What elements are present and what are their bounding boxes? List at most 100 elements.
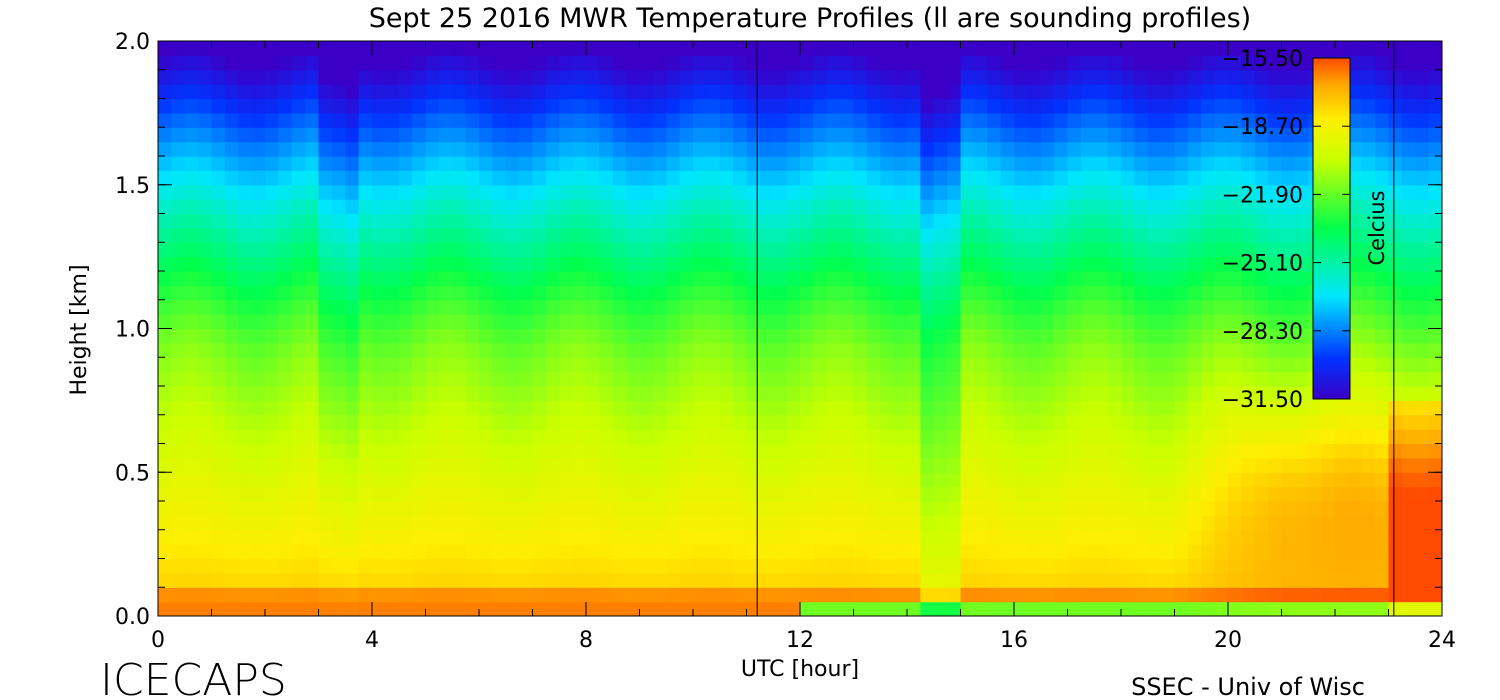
heatmap-cell [412, 457, 427, 473]
heatmap-cell [866, 285, 881, 301]
colorbar-ticks: −15.50−18.70−21.90−25.10−28.30−31.50 [1222, 47, 1350, 413]
heatmap-cell [1094, 299, 1109, 315]
heatmap-cell [666, 227, 681, 243]
heatmap-cell [893, 357, 908, 373]
heatmap-cell [960, 98, 975, 114]
heatmap-cell [1027, 55, 1042, 71]
heatmap-cell [1067, 587, 1082, 603]
heatmap-cell [1147, 299, 1162, 315]
heatmap-cell [452, 55, 467, 71]
heatmap-cell [291, 84, 306, 100]
heatmap-cell [251, 69, 266, 85]
heatmap-cell [1067, 529, 1082, 545]
heatmap-cell [1415, 472, 1430, 488]
heatmap-cell [1174, 486, 1189, 502]
heatmap-cell [920, 357, 935, 373]
heatmap-cell [786, 544, 801, 560]
heatmap-cell [1174, 400, 1189, 416]
heatmap-cell [719, 357, 734, 373]
heatmap-cell [224, 271, 239, 286]
heatmap-cell [666, 357, 681, 373]
heatmap-cell [438, 314, 453, 330]
heatmap-cell [1361, 371, 1376, 387]
heatmap-cell [505, 271, 520, 286]
heatmap-cell [505, 299, 520, 315]
heatmap-cell [265, 256, 279, 272]
heatmap-cell [1415, 314, 1430, 330]
heatmap-cell [987, 572, 1002, 588]
heatmap-cell [853, 55, 868, 71]
heatmap-cell [1107, 55, 1122, 71]
heatmap-cell [1228, 587, 1242, 603]
heatmap-cell [265, 69, 279, 85]
heatmap-cell [1428, 357, 1442, 373]
heatmap-cell [1375, 227, 1390, 243]
heatmap-cell [505, 429, 520, 445]
heatmap-cell [813, 328, 828, 344]
heatmap-cell [826, 199, 841, 215]
heatmap-cell [198, 587, 213, 603]
heatmap-cell [612, 184, 627, 200]
heatmap-cell [1335, 443, 1349, 459]
heatmap-cell [973, 601, 988, 616]
heatmap-cell [465, 199, 480, 215]
heatmap-cell [345, 127, 360, 143]
heatmap-cell [679, 98, 694, 114]
heatmap-cell [853, 357, 868, 373]
heatmap-cell [305, 285, 320, 301]
heatmap-cell [866, 501, 881, 516]
heatmap-cell [693, 242, 707, 258]
heatmap-cell [800, 601, 814, 616]
heatmap-cell [893, 127, 908, 143]
heatmap-cell [893, 342, 908, 358]
heatmap-cell [1335, 457, 1349, 473]
heatmap-cell [612, 472, 627, 488]
heatmap-cell [1000, 501, 1015, 516]
heatmap-cell [652, 199, 667, 215]
heatmap-cell [626, 501, 641, 516]
heatmap-cell [1134, 386, 1149, 401]
heatmap-cell [853, 457, 868, 473]
heatmap-cell [679, 414, 694, 430]
heatmap-cell [345, 529, 360, 545]
heatmap-cell [1107, 299, 1122, 315]
heatmap-cell [198, 515, 213, 531]
heatmap-cell [1094, 199, 1109, 215]
heatmap-cell [1187, 601, 1202, 616]
heatmap-cell [224, 170, 239, 186]
heatmap-cell [612, 55, 627, 71]
heatmap-cell [479, 141, 493, 157]
heatmap-cell [238, 127, 253, 143]
heatmap-cell [987, 41, 1002, 56]
heatmap-cell [1000, 601, 1015, 616]
heatmap-cell [345, 558, 360, 574]
heatmap-cell [1121, 486, 1135, 502]
heatmap-cell [612, 386, 627, 401]
heatmap-cell [532, 285, 547, 301]
heatmap-cell [1201, 400, 1216, 416]
heatmap-cell [1348, 400, 1363, 416]
heatmap-cell [385, 529, 400, 545]
heatmap-cell [933, 457, 948, 473]
heatmap-cell [492, 386, 507, 401]
heatmap-cell [1348, 342, 1363, 358]
heatmap-cell [880, 242, 895, 258]
heatmap-cell [438, 601, 453, 616]
heatmap-cell [171, 515, 186, 531]
heatmap-cell [693, 414, 707, 430]
heatmap-cell [278, 515, 293, 531]
heatmap-cell [1147, 443, 1162, 459]
heatmap-cell [505, 141, 520, 157]
chart-title: Sept 25 2016 MWR Temperature Profiles (l… [369, 3, 1251, 34]
heatmap-cell [693, 184, 707, 200]
heatmap-cell [358, 184, 373, 200]
heatmap-cell [1161, 256, 1176, 272]
heatmap-cell [733, 386, 748, 401]
heatmap-cell [907, 572, 921, 588]
heatmap-cell [1174, 41, 1189, 56]
heatmap-cell [679, 170, 694, 186]
heatmap-cell [372, 386, 386, 401]
heatmap-cell [960, 199, 975, 215]
heatmap-cell [1187, 572, 1202, 588]
heatmap-cell [626, 156, 641, 171]
